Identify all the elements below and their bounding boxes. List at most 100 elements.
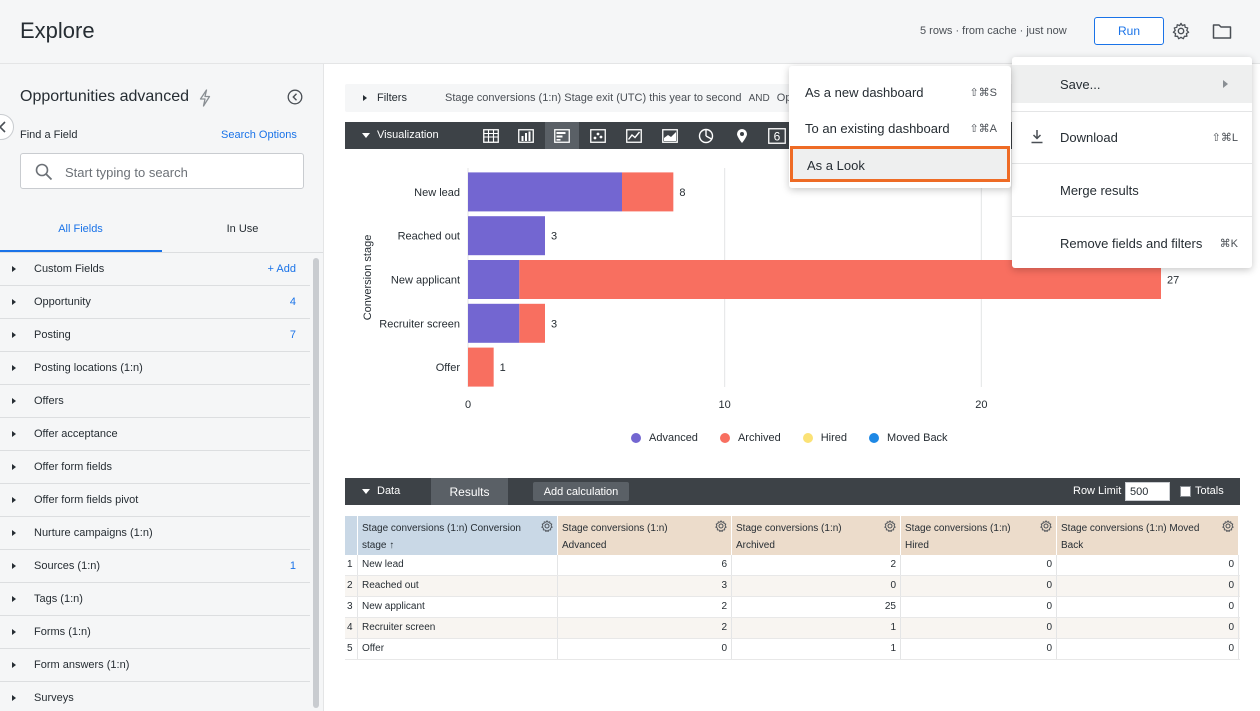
field-search-input[interactable] <box>65 162 295 182</box>
data-label[interactable]: Data <box>377 485 401 497</box>
caret-down-icon[interactable] <box>362 489 370 494</box>
submenu-item-as-look[interactable]: As a Look <box>790 146 1010 182</box>
table-cell-value[interactable]: 3 <box>558 576 732 596</box>
scatter-icon[interactable] <box>588 126 608 146</box>
table-cell-value[interactable]: 0 <box>901 555 1057 575</box>
field-group-item[interactable]: Form answers (1:n) <box>0 649 310 682</box>
collapse-sidebar-tab[interactable] <box>0 114 14 140</box>
column-chart-icon[interactable] <box>516 126 536 146</box>
table-cell-value[interactable]: 0 <box>901 639 1057 659</box>
field-group-item[interactable]: Posting locations (1:n) <box>0 352 310 385</box>
menu-item-merge-results[interactable]: Merge results <box>1012 171 1252 209</box>
field-group-item[interactable]: Nurture campaigns (1:n) <box>0 517 310 550</box>
field-group-item[interactable]: Posting 7 <box>0 319 310 352</box>
bar-segment-advanced[interactable] <box>468 172 622 212</box>
table-cell-stage[interactable]: Recruiter screen <box>358 618 558 638</box>
column-gear-icon[interactable] <box>715 520 727 532</box>
bar-segment-archived[interactable] <box>519 303 545 343</box>
table-cell-value[interactable]: 0 <box>1057 555 1239 575</box>
column-header[interactable]: Stage conversions (1:n) Advanced <box>558 516 732 555</box>
table-cell-value[interactable]: 2 <box>732 555 901 575</box>
submenu-item-existing-dashboard[interactable]: To an existing dashboard ⇧⌘A <box>789 110 1011 146</box>
menu-item-download[interactable]: Download ⇧⌘L <box>1012 118 1252 156</box>
field-group-item[interactable]: Offer acceptance <box>0 418 310 451</box>
bar-segment-advanced[interactable] <box>468 216 545 256</box>
table-cell-value[interactable]: 1 <box>732 639 901 659</box>
column-gear-icon[interactable] <box>884 520 896 532</box>
table-cell-value[interactable]: 0 <box>901 576 1057 596</box>
legend-item[interactable]: Archived <box>719 430 781 446</box>
gear-icon[interactable] <box>1172 22 1190 40</box>
caret-right-icon <box>12 365 16 371</box>
table-icon[interactable] <box>481 126 501 146</box>
collapse-circle-icon[interactable] <box>287 89 303 105</box>
column-gear-icon[interactable] <box>541 520 553 532</box>
menu-item-remove-fields[interactable]: Remove fields and filters ⌘K <box>1012 224 1252 262</box>
table-cell-value[interactable]: 0 <box>732 576 901 596</box>
run-button[interactable]: Run <box>1094 17 1164 45</box>
totals-checkbox[interactable] <box>1180 486 1191 497</box>
column-gear-icon[interactable] <box>1222 520 1234 532</box>
field-group-item[interactable]: Offer form fields <box>0 451 310 484</box>
add-calculation-button[interactable]: Add calculation <box>533 482 629 501</box>
legend-item[interactable]: Moved Back <box>869 430 948 446</box>
field-group-item[interactable]: Tags (1:n) <box>0 583 310 616</box>
row-limit-input[interactable] <box>1125 482 1170 501</box>
table-cell-value[interactable]: 25 <box>732 597 901 617</box>
field-group-item[interactable]: Offers <box>0 385 310 418</box>
add-custom-field-link[interactable]: + Add <box>267 263 296 275</box>
table-cell-value[interactable]: 0 <box>1057 639 1239 659</box>
bar-segment-archived[interactable] <box>622 172 674 212</box>
pie-chart-icon[interactable] <box>696 126 716 146</box>
search-options-link[interactable]: Search Options <box>221 129 297 141</box>
submenu-item-new-dashboard[interactable]: As a new dashboard ⇧⌘S <box>789 74 1011 110</box>
table-cell-value[interactable]: 2 <box>558 618 732 638</box>
line-chart-icon[interactable] <box>624 126 644 146</box>
bar-total-label: 8 <box>679 187 685 199</box>
bar-segment-advanced[interactable] <box>468 260 520 299</box>
column-gear-icon[interactable] <box>1040 520 1052 532</box>
table-cell-value[interactable]: 0 <box>558 639 732 659</box>
map-pin-icon[interactable] <box>732 126 752 146</box>
bolt-icon[interactable] <box>198 89 212 107</box>
table-cell-value[interactable]: 0 <box>1057 576 1239 596</box>
menu-item-save[interactable]: Save... <box>1012 65 1252 103</box>
bar-chart-icon[interactable] <box>545 122 579 149</box>
table-cell-value[interactable]: 2 <box>558 597 732 617</box>
field-group-item[interactable]: Forms (1:n) <box>0 616 310 649</box>
table-cell-value[interactable]: 0 <box>1057 618 1239 638</box>
column-header[interactable]: Stage conversions (1:n) Hired <box>901 516 1057 555</box>
column-header[interactable]: Stage conversions (1:n) Archived <box>732 516 901 555</box>
table-cell-value[interactable]: 0 <box>1057 597 1239 617</box>
table-cell-stage[interactable]: Offer <box>358 639 558 659</box>
area-chart-icon[interactable] <box>660 126 680 146</box>
column-header[interactable]: Stage conversions (1:n) Conversion stage… <box>358 516 558 555</box>
table-cell-value[interactable]: 1 <box>732 618 901 638</box>
table-cell-value[interactable]: 0 <box>901 597 1057 617</box>
caret-down-icon[interactable] <box>362 133 370 138</box>
folder-icon[interactable] <box>1212 22 1232 40</box>
bar-segment-archived[interactable] <box>468 347 494 387</box>
column-header[interactable]: Stage conversions (1:n) Moved Back <box>1057 516 1239 555</box>
menu-divider <box>1012 111 1252 112</box>
tab-all-fields[interactable]: All Fields <box>58 223 103 235</box>
field-group-item[interactable]: Surveys <box>0 682 310 711</box>
table-cell-stage[interactable]: New applicant <box>358 597 558 617</box>
table-cell-value[interactable]: 6 <box>558 555 732 575</box>
legend-item[interactable]: Hired <box>802 430 847 446</box>
field-group-item[interactable]: Opportunity 4 <box>0 286 310 319</box>
sidebar-scrollbar[interactable] <box>313 258 319 708</box>
field-group-item[interactable]: Sources (1:n) 1 <box>0 550 310 583</box>
field-group-item[interactable]: Offer form fields pivot <box>0 484 310 517</box>
visualization-label[interactable]: Visualization <box>377 129 439 141</box>
bar-segment-advanced[interactable] <box>468 303 520 343</box>
field-search-box[interactable] <box>20 153 304 189</box>
legend-item[interactable]: Advanced <box>631 430 698 446</box>
tab-in-use[interactable]: In Use <box>226 223 259 235</box>
field-group-item[interactable]: Custom Fields + Add <box>0 253 310 286</box>
table-cell-stage[interactable]: New lead <box>358 555 558 575</box>
table-cell-stage[interactable]: Reached out <box>358 576 558 596</box>
single-value-icon[interactable]: 6 <box>767 126 787 146</box>
table-cell-value[interactable]: 0 <box>901 618 1057 638</box>
tab-results[interactable]: Results <box>431 478 508 505</box>
